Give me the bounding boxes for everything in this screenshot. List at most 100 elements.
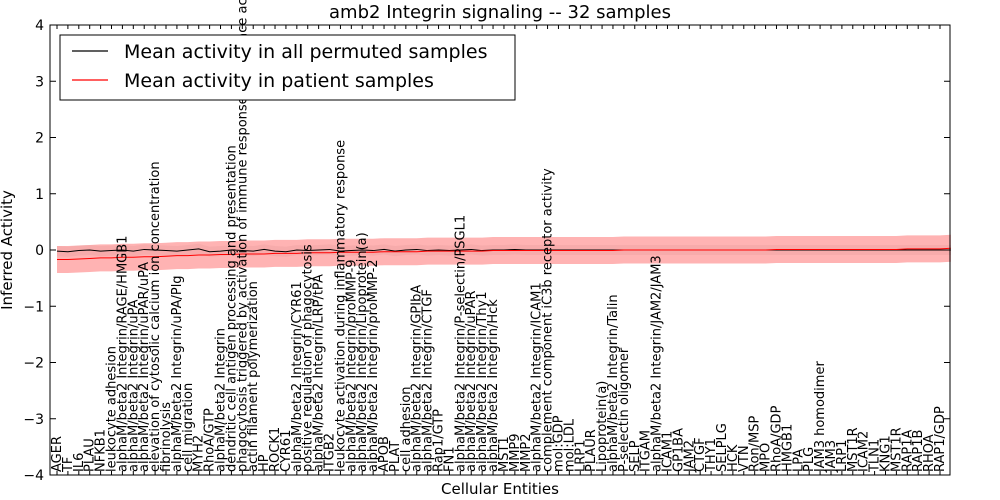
x-tick-label: positive regulation of phagocytosis (301, 244, 316, 472)
x-tick-label: SELP (628, 440, 643, 472)
y-tick-label: −3 (23, 412, 44, 428)
x-tick-label: alphaM/beta2 Integrin/Hck (486, 299, 501, 472)
x-tick-label: PLG (802, 447, 817, 472)
x-tick-label: alphaM/beta2 Integrin/CTGF (421, 289, 436, 472)
x-tick-label: THY1 (704, 438, 719, 473)
x-tick-label: cell adhesion (399, 386, 414, 472)
legend-box (59, 34, 516, 101)
x-tick-label: alphaM/beta2 Integrin/LRP/tPA (312, 274, 327, 472)
x-tick-label: alphaM/beta2 Integrin/Thy1 (475, 291, 490, 472)
x-tick-label: elevation of cytosolic calcium ion conce… (148, 161, 163, 472)
y-tick-label: −1 (23, 299, 44, 315)
x-tick-label: KNG1 (878, 435, 893, 472)
x-tick-label: RhoA/GDP (769, 405, 784, 472)
x-tick-label: RHOA (922, 434, 937, 472)
x-axis-label: Cellular Entities (441, 480, 559, 498)
x-tick-label: alphaM/beta2 Integrin/uPA (126, 299, 141, 472)
x-tick-label: alphaM/beta2 Integrin/uPA/Plg (170, 275, 185, 472)
x-tick-label: MST1 (497, 436, 512, 472)
x-tick-label: leukocyte adhesion (105, 346, 120, 472)
x-tick-label: cell migration (181, 383, 196, 472)
x-tick-label: GP1BA (671, 428, 686, 472)
y-tick-label: 4 (35, 18, 44, 34)
x-tick-label: IL6 (72, 453, 87, 472)
y-tick-label: −2 (23, 356, 44, 372)
x-tick-label: RAP1B (911, 430, 926, 472)
patient-band (57, 234, 951, 274)
x-tick-label: HCK (726, 444, 741, 472)
y-tick-label: 3 (35, 74, 44, 90)
x-tick-label: phagocytosis triggered by activation of … (235, 0, 250, 472)
x-tick-label: mol:GDP (551, 415, 566, 472)
x-tick-label: Ron/MSP (748, 416, 763, 472)
x-tick-label: HMGB1 (780, 424, 795, 472)
x-tick-label: LPA (791, 449, 806, 472)
x-tick-label: APOB (377, 436, 392, 472)
x-tick-label: alphaM/beta2 Integrin/JAM2/JAM3 (650, 255, 665, 472)
chart-title: amb2 Integrin signaling -- 32 samples (329, 2, 671, 23)
x-tick-label: PLAU (83, 438, 98, 472)
x-tick-label: TLN1 (868, 439, 883, 473)
x-tick-label: alphaM/beta2 Integrin/P-selectin/PSGL1 (453, 215, 468, 472)
y-tick-label: 0 (35, 243, 44, 259)
x-tick-label: CYR61 (279, 430, 294, 472)
x-tick-label: NFKB1 (94, 429, 109, 472)
plot-area (56, 234, 951, 274)
x-tick-label: LRP1 (835, 440, 850, 472)
x-tick-label: MMP2 (519, 433, 534, 472)
permuted-series-line (56, 248, 951, 253)
x-tick-label: ICAM1 (660, 431, 675, 472)
x-tick-label: ITGAM (639, 430, 654, 472)
x-tick-label: dendritic cell antigen processing and pr… (224, 145, 239, 472)
x-tick-label: PLAUR (584, 429, 599, 472)
x-tick-label: TF (61, 457, 76, 473)
x-tick-label: MYH2 (192, 435, 207, 472)
x-tick-label: HP (257, 454, 272, 472)
x-tick-label: PLAT (388, 441, 403, 472)
x-tick-label: alphaM/beta2 Integrin/proMMP-9 (344, 259, 359, 472)
x-tick-label: MST1R (889, 427, 904, 472)
x-tick-label: alphaM/beta2 Integrin/GPIbA (410, 285, 425, 472)
x-tick-label: RAP1/GDP (933, 406, 948, 472)
legend-patient-label: Mean activity in patient samples (124, 70, 434, 92)
x-tick-label: alphaM/beta2 Integrin/CYR61 (290, 281, 305, 472)
x-tick-label: complement component iC3b receptor activ… (541, 168, 556, 472)
y-tick-label: 1 (35, 187, 44, 203)
x-tick-label: VTN (737, 445, 752, 472)
x-tick-label: alphaM/beta2 Integrin (214, 328, 229, 472)
x-tick-label: actin filament polymerization (246, 281, 261, 472)
x-tick-label: leukocyte activation during inflammatory… (333, 140, 348, 472)
x-tick-label: SELPLG (715, 423, 730, 472)
x-tick-label: AGER (50, 436, 65, 472)
x-tick-label: mol:LDL (562, 418, 577, 472)
x-tick-label: CTGF (693, 437, 708, 472)
x-tick-label: JAM2 (682, 440, 697, 473)
x-tick-label: ICAM2 (857, 431, 872, 472)
patient-series-line (57, 247, 951, 261)
x-tick-label: LRP1 (573, 440, 588, 472)
x-tick-label: Lipoprotein(a) (595, 381, 610, 472)
x-tick-label: fibrinolysis (159, 402, 174, 472)
x-tick-label: ITGB2 (323, 433, 338, 472)
x-tick-label: Rap1/GTP (432, 409, 447, 472)
x-tick-label: alphaM/beta2 Integrin/uPAR (464, 290, 479, 472)
legend: Mean activity in all permuted samples Me… (59, 34, 516, 101)
x-tick-label: RhoA/GTP (203, 408, 218, 472)
x-tick-label: FN1 (442, 447, 457, 472)
y-axis-label: Inferred Activity (0, 190, 16, 310)
x-tick-label: MPO (759, 443, 774, 472)
x-tick-label: alphaM/beta2 Integrin/uPAR/uPA (137, 262, 152, 472)
y-tick-label: 2 (35, 131, 44, 147)
x-tick-label: JAM3 homodimer (813, 361, 828, 473)
x-tick-label: MST1R (846, 427, 861, 472)
y-tick-label: −4 (23, 468, 44, 484)
x-tick-label: alphaM/beta2 Integrin/ICAM1 (530, 282, 545, 472)
x-tick-label: alphaM/beta2 Integrin/proMMP-2 (366, 259, 381, 472)
x-tick-label: alphaM/beta2 Integrin/Lipoprotein(a) (355, 232, 370, 472)
x-tick-label: MMP9 (508, 433, 523, 472)
x-tick-label: P-selectin oligomer (617, 347, 632, 472)
x-tick-label: alphaM/beta2 Integrin/RAGE/HMGB1 (115, 236, 130, 472)
x-tick-label: RAP1A (900, 429, 915, 472)
